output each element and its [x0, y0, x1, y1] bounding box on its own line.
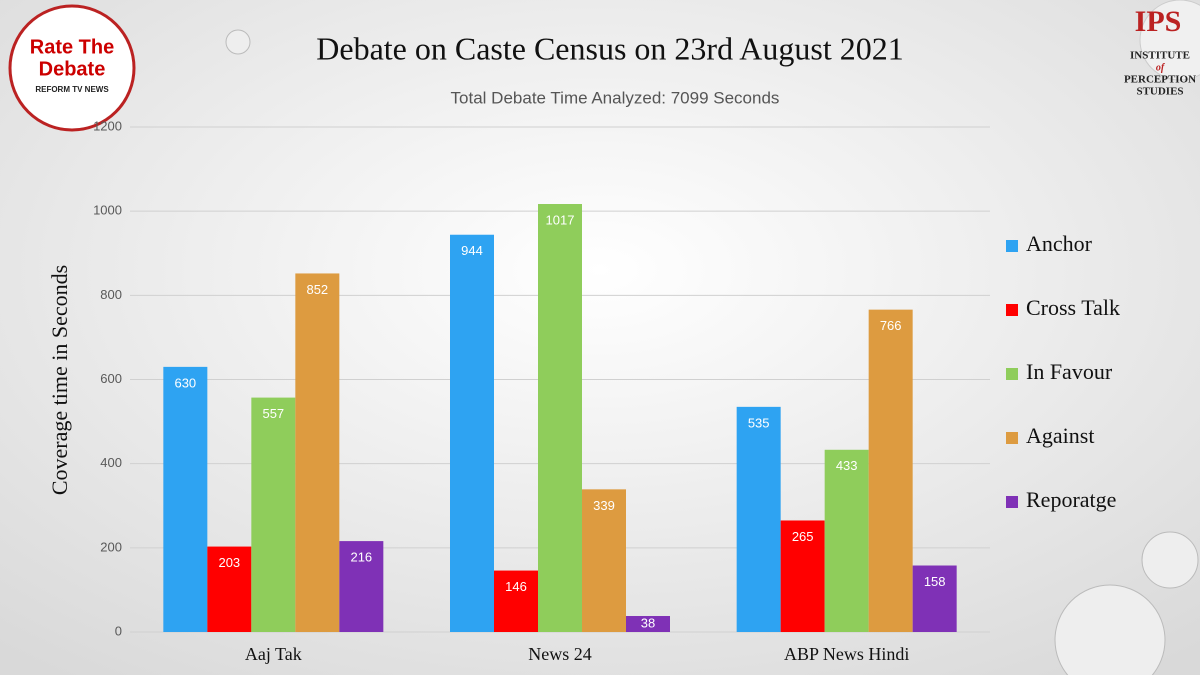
- y-tick-label: 1000: [93, 203, 122, 218]
- y-tick-label: 800: [100, 287, 122, 302]
- data-label: 158: [924, 574, 946, 589]
- logo-text: INSTITUTE: [1130, 50, 1190, 62]
- legend-swatch: [1006, 496, 1018, 508]
- bar: [251, 397, 296, 632]
- legend-label: Anchor: [1026, 231, 1093, 256]
- data-label: 535: [748, 415, 770, 430]
- logo-right: IPS INSTITUTE of PERCEPTION STUDIES: [1124, 5, 1196, 98]
- legend-swatch: [1006, 368, 1018, 380]
- bar: [868, 309, 913, 632]
- logo-text: PERCEPTION: [1124, 74, 1196, 86]
- logo-text: REFORM TV NEWS: [35, 85, 109, 94]
- bar: [736, 406, 781, 632]
- bar: [163, 366, 208, 632]
- logo-circle: [8, 4, 136, 132]
- bar: [626, 616, 670, 632]
- legend-swatch: [1006, 304, 1018, 316]
- bar: [295, 273, 340, 632]
- data-label: 38: [641, 615, 655, 630]
- chart-subtitle: Total Debate Time Analyzed: 7099 Seconds: [451, 88, 780, 107]
- legend-label: Cross Talk: [1026, 295, 1120, 320]
- logo-text: IPS: [1135, 5, 1182, 38]
- legend-label: Reporatge: [1026, 487, 1116, 512]
- x-tick-label: Aaj Tak: [245, 644, 302, 664]
- chart-title: Debate on Caste Census on 23rd August 20…: [316, 30, 904, 66]
- bar: [450, 234, 494, 632]
- data-label: 216: [350, 550, 372, 565]
- data-label: 146: [505, 579, 527, 594]
- legend-swatch: [1006, 240, 1018, 252]
- data-label: 944: [461, 243, 483, 258]
- data-label: 203: [218, 555, 240, 570]
- bar: [494, 570, 538, 632]
- bubble: [1141, 531, 1199, 589]
- y-axis-label: Coverage time in Seconds: [47, 265, 72, 495]
- logo-text: of: [1156, 62, 1166, 73]
- bar: [780, 520, 825, 632]
- y-tick-label: 400: [100, 455, 122, 470]
- legend-swatch: [1006, 432, 1018, 444]
- bar: [582, 489, 626, 632]
- x-tick-label: News 24: [528, 644, 592, 664]
- y-tick-label: 600: [100, 371, 122, 386]
- y-tick-label: 1200: [93, 118, 122, 133]
- logo-text: Rate The: [30, 36, 114, 58]
- data-label: 630: [174, 375, 196, 390]
- legend-label: In Favour: [1026, 359, 1113, 384]
- data-label: 852: [306, 282, 328, 297]
- logo-text: STUDIES: [1136, 86, 1183, 98]
- x-tick-label: ABP News Hindi: [784, 644, 909, 664]
- bar: [207, 546, 252, 632]
- legend-label: Against: [1026, 423, 1094, 448]
- data-label: 766: [880, 318, 902, 333]
- y-tick-label: 200: [100, 539, 122, 554]
- bubble: [1139, 0, 1200, 81]
- data-label: 557: [262, 406, 284, 421]
- bubble: [1054, 584, 1166, 675]
- data-label: 1017: [546, 212, 575, 227]
- bar: [824, 449, 869, 632]
- bar: [538, 204, 582, 632]
- logo-text: Debate: [39, 58, 106, 80]
- bubble: [225, 29, 251, 55]
- data-label: 433: [836, 458, 858, 473]
- logo-left: Rate The Debate REFORM TV NEWS: [30, 36, 114, 94]
- y-tick-label: 0: [115, 623, 122, 638]
- data-label: 265: [792, 529, 814, 544]
- bar: [339, 541, 384, 632]
- data-label: 339: [593, 498, 615, 513]
- bar: [912, 565, 957, 632]
